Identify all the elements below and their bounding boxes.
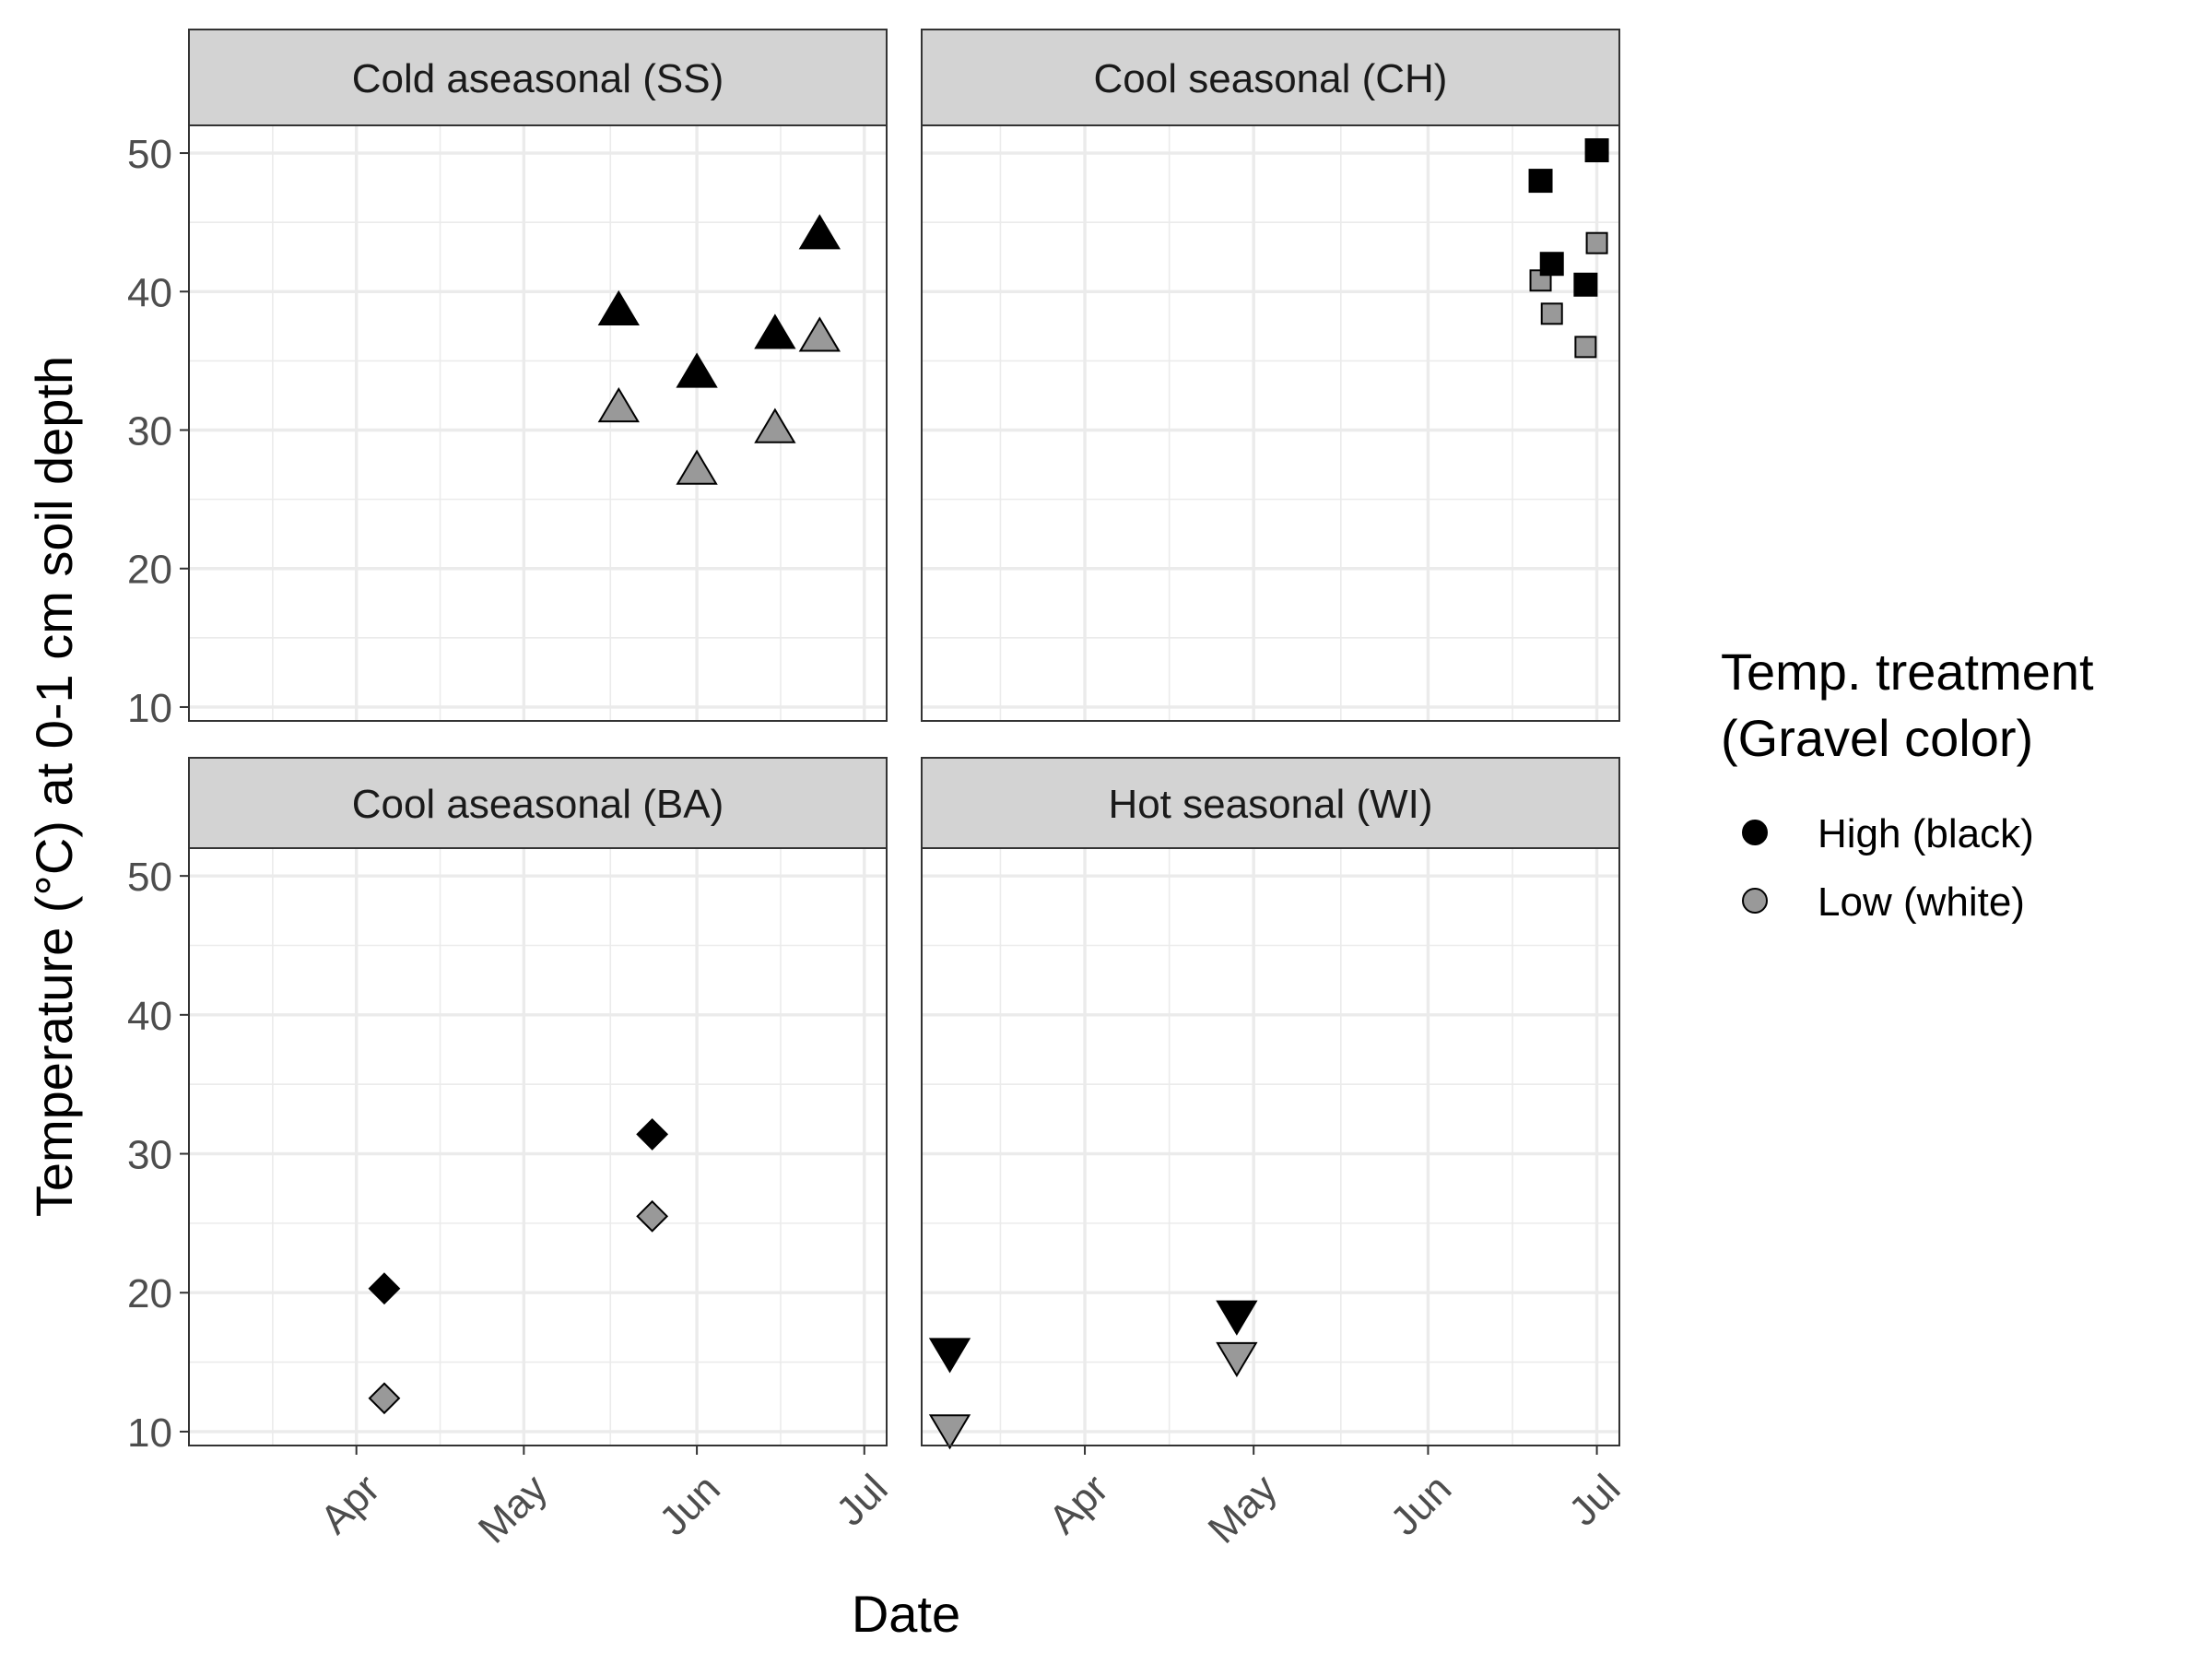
data-point-high bbox=[754, 313, 796, 349]
facet-title: Cool aseasonal (BA) bbox=[352, 782, 724, 827]
data-point-low bbox=[928, 1414, 971, 1450]
facet-strip bbox=[921, 757, 1620, 849]
data-point-high bbox=[636, 1118, 669, 1151]
facet-title: Cold aseasonal (SS) bbox=[352, 56, 724, 101]
facet-panel: Hot seasonal (WI) Apr May Jun Jul bbox=[921, 757, 1629, 1552]
y-axis-title: Temperature (°C) at 0-1 cm soil depth bbox=[25, 356, 83, 1217]
x-tick-label: Jun bbox=[651, 1466, 729, 1544]
facet-panel: Cool seasonal (CH) bbox=[921, 29, 1620, 722]
data-point-high bbox=[1573, 272, 1598, 297]
y-tick-label: 20 bbox=[127, 1271, 172, 1316]
facet-title: Hot seasonal (WI) bbox=[1108, 782, 1432, 827]
data-point-high bbox=[597, 289, 640, 326]
legend-key bbox=[1742, 820, 1768, 845]
data-point-low bbox=[1216, 1341, 1258, 1378]
facet-panel: Cold aseasonal (SS) 10 20 30 40 50 bbox=[127, 29, 888, 731]
data-point-high bbox=[798, 214, 841, 250]
data-point-high bbox=[928, 1338, 971, 1374]
y-tick-label: 20 bbox=[127, 548, 172, 593]
legend-title: Temp. treatment (Gravel color) bbox=[1721, 643, 2094, 767]
facet-panel: Cool aseasonal (BA) 10 20 30 40 50 Apr May Jun Ju… bbox=[127, 757, 897, 1552]
panel-background bbox=[922, 848, 1619, 1446]
data-point-low bbox=[1574, 336, 1597, 359]
data-point-low bbox=[636, 1199, 669, 1233]
y-tick-label: 50 bbox=[127, 132, 172, 177]
x-tick-label: Apr bbox=[1041, 1466, 1117, 1542]
facet-strip bbox=[188, 29, 888, 126]
y-tick-label: 10 bbox=[127, 1410, 172, 1456]
y-tick-label: 30 bbox=[127, 1133, 172, 1178]
x-tick-label: Jul bbox=[828, 1466, 896, 1534]
data-point-low bbox=[1585, 231, 1608, 254]
legend-key bbox=[1742, 888, 1768, 914]
panel-background bbox=[922, 125, 1619, 721]
data-point-low bbox=[597, 387, 640, 423]
data-point-low bbox=[676, 449, 718, 485]
facet-strip bbox=[921, 29, 1620, 126]
legend-title-line: Temp. treatment bbox=[1721, 643, 2094, 701]
y-tick-label: 40 bbox=[127, 994, 172, 1039]
data-point-low bbox=[798, 316, 841, 352]
y-tick-label: 30 bbox=[127, 409, 172, 454]
facet-title: Cool seasonal (CH) bbox=[1094, 56, 1448, 101]
data-point-low bbox=[1540, 302, 1563, 325]
data-point-high bbox=[676, 352, 718, 388]
data-point-high bbox=[1539, 252, 1564, 277]
y-tick-label: 40 bbox=[127, 270, 172, 315]
x-tick-label: Jun bbox=[1382, 1466, 1460, 1544]
data-point-high bbox=[368, 1272, 401, 1305]
x-axis-title: Date bbox=[852, 1585, 960, 1643]
data-point-high bbox=[1216, 1300, 1258, 1336]
y-tick-label: 10 bbox=[127, 686, 172, 731]
x-tick-label: Apr bbox=[312, 1466, 388, 1542]
legend-label: High (black) bbox=[1818, 811, 2034, 856]
x-tick-label: Jul bbox=[1560, 1466, 1629, 1534]
legend: Temp. treatment (Gravel color) High (black… bbox=[1721, 643, 2094, 925]
data-point-high bbox=[1584, 138, 1609, 163]
facet-strip bbox=[188, 757, 888, 849]
data-point-high bbox=[1528, 169, 1553, 194]
data-point-low bbox=[368, 1382, 401, 1415]
x-tick-label: May bbox=[470, 1466, 556, 1552]
y-tick-label: 50 bbox=[127, 855, 172, 900]
legend-title-line: (Gravel color) bbox=[1721, 709, 2033, 767]
x-tick-label: May bbox=[1200, 1466, 1286, 1552]
panel-background bbox=[189, 848, 887, 1446]
legend-label: Low (white) bbox=[1818, 879, 2025, 925]
data-point-low bbox=[754, 407, 796, 443]
